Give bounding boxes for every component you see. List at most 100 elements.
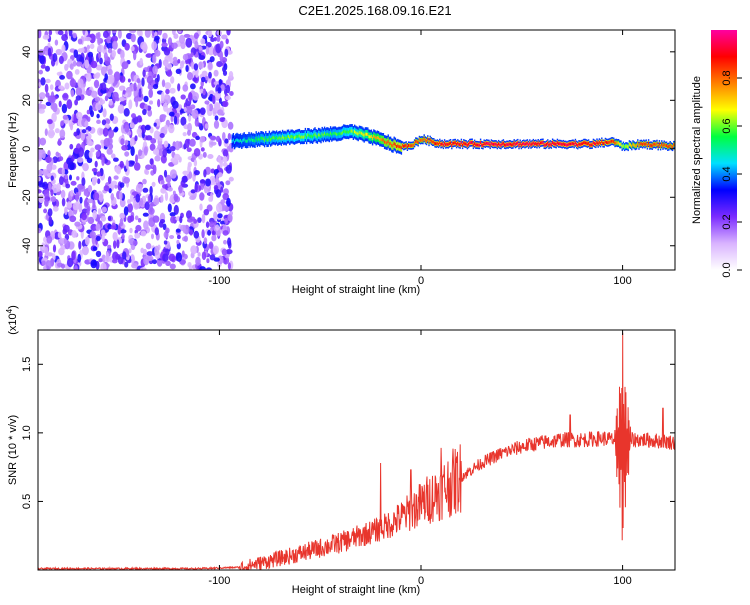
spectrogram-noise-cell [169, 169, 177, 179]
spectrogram-noise-cell [117, 104, 125, 114]
spectrogram-noise-cell [162, 184, 168, 189]
spectrogram-signal-core [472, 143, 475, 147]
spectrogram-signal-core [657, 144, 659, 148]
spectrogram-signal-core [590, 143, 592, 147]
spectrogram-noise-cell [153, 197, 160, 206]
spectrogram-noise-cell [38, 30, 42, 39]
spectrogram-noise-cell [52, 244, 57, 253]
spectrogram-signal-core [231, 139, 233, 143]
spectrogram-noise-cell [225, 180, 231, 186]
spectrogram-signal-core [411, 144, 413, 148]
spectrogram-noise-cell [99, 193, 104, 203]
spectrogram-noise-cell [86, 157, 93, 164]
spectrogram-noise-cell [96, 113, 100, 119]
spectrogram-noise-cell [66, 257, 74, 268]
spectrogram-noise-cell [129, 138, 135, 148]
spectrogram-noise-cell [205, 221, 210, 228]
spectrogram-signal-core [641, 143, 644, 146]
spectrogram-noise-cell [182, 170, 189, 176]
spectrogram-noise-cell [109, 86, 114, 94]
spectrogram-noise-cell [171, 42, 178, 49]
spectrogram-noise-cell [175, 228, 181, 233]
spectrogram-signal-core [549, 142, 551, 146]
spectrogram-noise-cell [141, 77, 145, 87]
spectrogram-signal-core [299, 135, 302, 139]
spectrogram-noise-cell [66, 99, 73, 110]
spectrogram-x-ticks: -100 0 100 [208, 30, 632, 287]
spectrogram-signal-core [646, 144, 649, 148]
spectrogram-noise-cell [193, 148, 201, 157]
spectrogram-signal-core [484, 142, 487, 146]
spectrogram-signal-core [405, 143, 407, 147]
spectrogram-noise-cell [195, 135, 201, 141]
spectrogram-signal-core [644, 142, 646, 146]
spectrogram-signal-core [634, 144, 637, 148]
spectrogram-noise-cell [203, 237, 208, 245]
spectrogram-noise-cell [69, 63, 74, 70]
spectrogram-noise-cell [159, 219, 166, 224]
spectrogram-signal-core [422, 138, 424, 142]
spectrogram-noise-cell [217, 87, 222, 94]
spectrogram-noise-cell [99, 57, 103, 65]
spectrogram-signal-core [555, 142, 557, 146]
spectrogram-signal-core [659, 144, 662, 148]
spectrogram-signal-core [389, 142, 392, 146]
spectrogram-noise-cell [140, 41, 147, 50]
spectrogram-noise-cell [211, 234, 217, 242]
spectrogram-noise-cell [38, 250, 43, 258]
spectrogram-noise-cell [71, 154, 75, 162]
spectrogram-noise-cell [123, 176, 130, 184]
spectrogram-noise-cell [175, 68, 182, 75]
spectrogram-signal-core [291, 135, 293, 138]
spectrogram-noise-cell [127, 199, 131, 205]
spectrogram-noise-cell [77, 183, 85, 190]
snr-y-tick-label: 1.0 [21, 425, 33, 440]
spectrogram-signal-core [388, 142, 391, 146]
spectrogram-signal-core [574, 141, 577, 145]
spectrogram-noise-cell [227, 121, 234, 130]
spectrogram-signal-core [331, 133, 333, 137]
spectrogram-noise-cell [190, 52, 194, 58]
spectrogram-noise-cell [66, 201, 73, 209]
spectrogram-noise-cell [149, 100, 153, 105]
spectrogram-signal-core [296, 135, 298, 139]
spectrogram-noise-cell [111, 30, 117, 34]
spectrogram-noise-cell [222, 100, 229, 108]
spectrogram-signal-core [669, 143, 671, 147]
spectrogram-signal-core [525, 142, 527, 146]
spectrogram-signal-core [470, 141, 472, 145]
spectrogram-signal-core [379, 137, 381, 141]
spectrogram-noise-cell [46, 235, 53, 244]
spectrogram-signal-core [491, 142, 494, 146]
spectrogram-noise-cell [47, 119, 53, 125]
spectrogram-signal-core [579, 143, 581, 146]
spectrogram-signal-core [292, 135, 295, 139]
spectrogram-noise-cell [107, 68, 113, 76]
spectrogram-noise-cell [127, 78, 131, 83]
spectrogram-signal-core [553, 142, 555, 146]
spectrogram-signal-core [368, 134, 370, 138]
spectrogram-signal-core [429, 138, 431, 142]
spectrogram-signal-core [340, 132, 343, 135]
spectrogram-signal-core [302, 135, 304, 139]
spectrogram-noise-cell [69, 143, 74, 150]
spectrogram-noise-cell [75, 111, 83, 120]
spectrogram-noise-cell [167, 203, 172, 213]
spectrogram-noise-cell [165, 260, 171, 266]
spectrogram-signal-core [647, 141, 650, 145]
spectrogram-signal-core [475, 143, 477, 147]
spectrogram-noise-cell [102, 127, 109, 137]
spectrogram-noise-cell [96, 119, 101, 125]
spectrogram-signal-core [251, 139, 254, 142]
spectrogram-signal-core [628, 142, 631, 146]
spectrogram-noise-cell [83, 188, 88, 196]
spectrogram-noise-cell [84, 120, 89, 128]
spectrogram-noise-cell [154, 227, 159, 236]
spectrogram-signal-core [314, 132, 316, 136]
spectrogram-noise-cell [120, 49, 125, 60]
spectrogram-noise-cell [52, 102, 58, 113]
spectrogram-signal-core [658, 142, 661, 146]
spectrogram-signal-core [356, 131, 358, 135]
spectrogram-signal-core [293, 136, 296, 140]
spectrogram-noise-cell [149, 143, 156, 151]
